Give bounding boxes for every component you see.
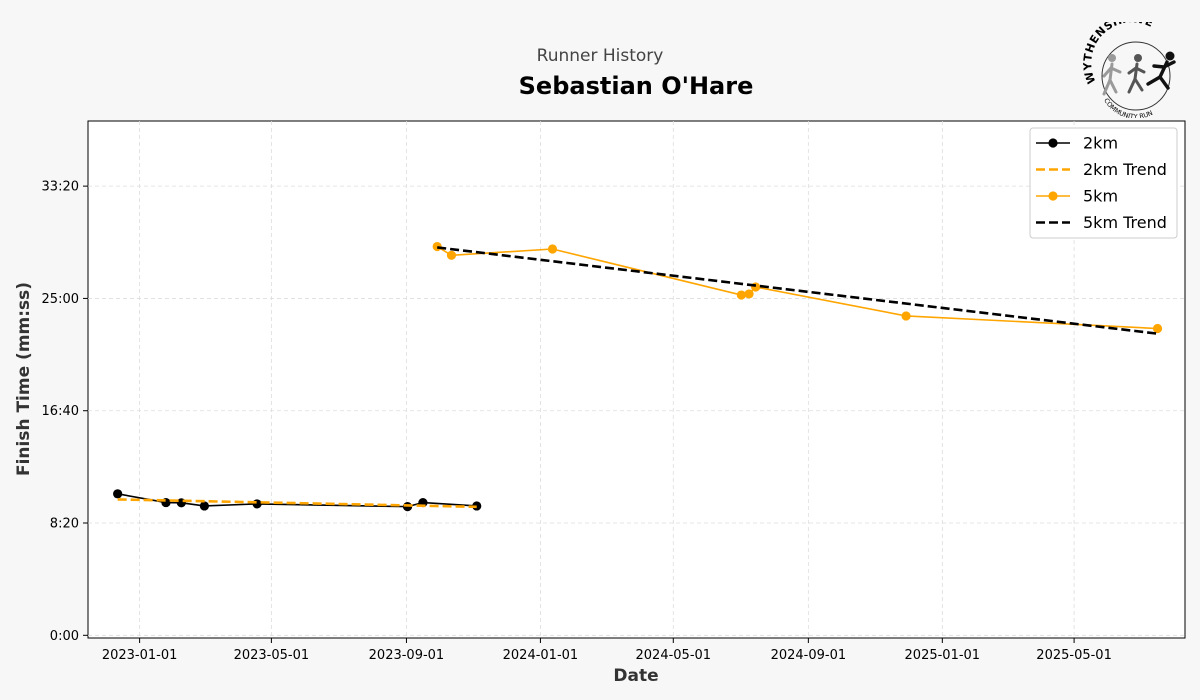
- data-point-2km: [199, 501, 209, 511]
- runner-figure-right: [1146, 51, 1176, 90]
- y-tick-label: 8:20: [50, 517, 79, 532]
- y-axis-label: Finish Time (mm:ss): [14, 282, 34, 476]
- data-point-2km: [252, 499, 262, 509]
- legend-box: [1029, 127, 1178, 239]
- chart-title: Sebastian O'Hare: [0, 72, 1200, 100]
- data-point-5km: [547, 244, 558, 254]
- running-figures-logo: WYTHENSHAWE COMMUNITY RUN: [1082, 22, 1176, 118]
- x-tick-label: 2024-09-01: [771, 648, 847, 663]
- chart-title-text: Sebastian O'Hare: [518, 72, 754, 100]
- data-point-5km: [751, 282, 761, 292]
- x-tick-label: 2024-01-01: [503, 648, 579, 663]
- data-point-5km: [744, 289, 754, 299]
- chart-subtitle-text: Runner History: [536, 46, 664, 66]
- data-point-5km: [736, 290, 746, 300]
- y-axis-ticks: 0:00 8:20 16:40 25:00 33:20: [42, 180, 88, 644]
- runner-figure-left: [1102, 54, 1122, 96]
- legend-label-2km: 2km: [1083, 134, 1118, 153]
- y-tick-label: 33:20: [42, 180, 79, 195]
- x-tick-label: 2025-01-01: [905, 648, 981, 663]
- x-tick-label: 2025-05-01: [1036, 648, 1112, 663]
- data-point-2km: [113, 489, 123, 499]
- y-tick-label: 25:00: [42, 292, 79, 307]
- grid-lines: [88, 121, 1185, 638]
- data-point-5km: [1152, 323, 1163, 334]
- data-point-5km: [901, 311, 911, 321]
- y-tick-label: 16:40: [42, 404, 79, 419]
- x-tick-label: 2024-05-01: [636, 648, 712, 663]
- legend-marker-5km: [1048, 191, 1058, 201]
- y-tick-label: 0:00: [50, 629, 79, 644]
- series-line-2km-trend: [117, 498, 477, 509]
- legend-label-5km-trend: 5km Trend: [1083, 213, 1167, 232]
- legend-entries: 2km 2km Trend 5km 5km Trend: [1036, 134, 1167, 232]
- x-axis-ticks: 2023-01-01 2023-05-01 2023-09-01 2024-01-01…: [102, 638, 1112, 663]
- series-line-5km-trend: [437, 246, 1158, 335]
- legend-label-2km-trend: 2km Trend: [1083, 160, 1167, 179]
- data-point-5km: [446, 250, 457, 260]
- legend-marker-2km: [1048, 138, 1058, 148]
- chart-subtitle: Runner History: [0, 46, 1200, 66]
- plot-area: [87, 120, 1186, 639]
- x-axis-label: Date: [613, 666, 658, 686]
- legend-label-5km: 5km: [1083, 187, 1118, 206]
- x-tick-label: 2023-09-01: [369, 648, 445, 663]
- series-lines: [113, 241, 1163, 512]
- x-tick-label: 2023-05-01: [234, 648, 310, 663]
- runner-figure-middle: [1127, 54, 1146, 94]
- legend: 2km 2km Trend 5km 5km Trend: [1029, 127, 1178, 239]
- x-tick-label: 2023-01-01: [102, 648, 178, 663]
